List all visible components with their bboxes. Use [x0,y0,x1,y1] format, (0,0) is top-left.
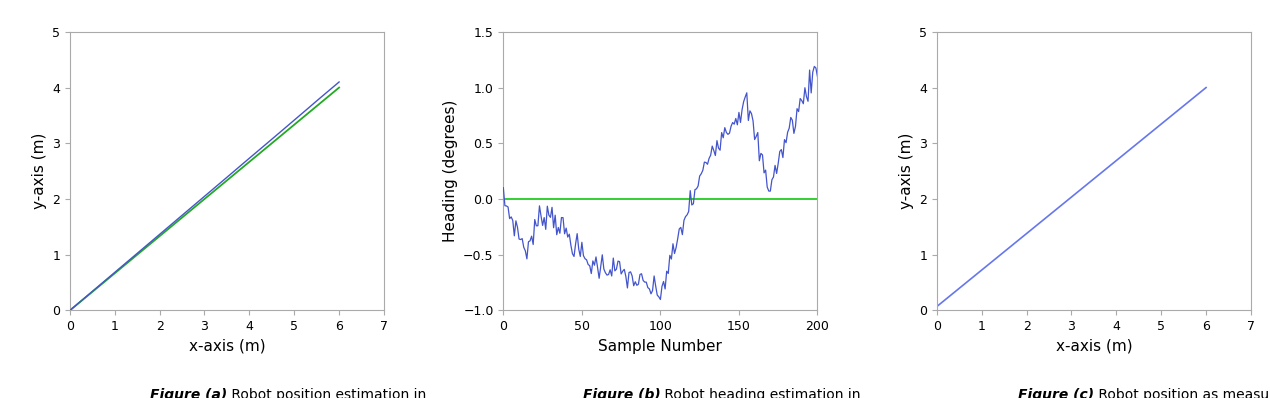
X-axis label: x-axis (m): x-axis (m) [189,339,265,354]
Text: Robot position as measured by
the robot’s local coordinate system.: Robot position as measured by the robot’… [1093,388,1270,398]
Text: Figure (c): Figure (c) [1017,388,1093,398]
Text: Robot position estimation in
global coordinate system.: Robot position estimation in global coor… [227,388,427,398]
Text: Figure (b): Figure (b) [583,388,660,398]
Y-axis label: y-axis (m): y-axis (m) [32,133,47,209]
X-axis label: Sample Number: Sample Number [598,339,723,354]
X-axis label: x-axis (m): x-axis (m) [1055,339,1132,354]
Text: Figure (a): Figure (a) [150,388,227,398]
Y-axis label: y-axis (m): y-axis (m) [899,133,913,209]
Y-axis label: Heading (degrees): Heading (degrees) [442,100,457,242]
Text: Robot heading estimation in
global coordinate system.: Robot heading estimation in global coord… [660,388,861,398]
